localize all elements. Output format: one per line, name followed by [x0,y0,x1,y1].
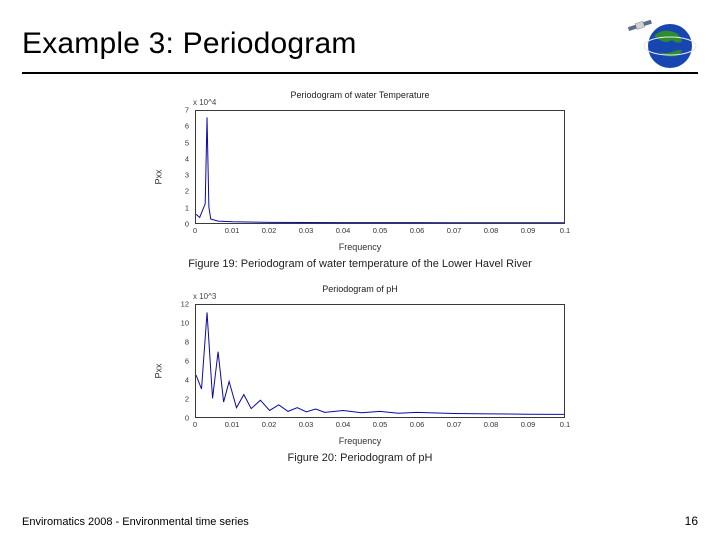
logo-earth-satellite [626,18,698,70]
chart1-yticks: 01234567 [145,110,193,224]
slide: Example 3: Periodogram Periodogram of wa… [0,0,720,540]
chart2-xlabel: Frequency [145,436,575,446]
chart2-caption: Figure 20: Periodogram of pH [288,452,433,464]
chart1-title: Periodogram of water Temperature [291,90,430,100]
chart1-yexp: x 10^4 [193,98,216,107]
chart1-axes [195,110,565,224]
chart2-frame: x 10^3 Pxx 024681012 00.010.020.030.040.… [145,296,575,446]
chart1-line [196,111,564,223]
footer: Enviromatics 2008 - Environmental time s… [22,514,698,528]
chart2-block: Periodogram of pH x 10^3 Pxx 024681012 0… [145,284,575,478]
chart1-xticks: 00.010.020.030.040.050.060.070.080.090.1 [195,226,565,238]
page-number: 16 [685,514,698,528]
title-rule [22,72,698,74]
chart1-frame: x 10^4 Pxx 01234567 00.010.020.030.040.0… [145,102,575,252]
chart2-line [196,305,564,417]
chart1-xlabel: Frequency [145,242,575,252]
title-row: Example 3: Periodogram [22,18,698,70]
chart2-yexp: x 10^3 [193,292,216,301]
chart2-yticks: 024681012 [145,304,193,418]
chart1-block: Periodogram of water Temperature x 10^4 … [145,90,575,284]
chart1-caption: Figure 19: Periodogram of water temperat… [188,258,532,270]
chart2-xticks: 00.010.020.030.040.050.060.070.080.090.1 [195,420,565,432]
chart2-title: Periodogram of pH [322,284,398,294]
chart2-axes [195,304,565,418]
footer-text: Enviromatics 2008 - Environmental time s… [22,516,249,528]
charts-area: Periodogram of water Temperature x 10^4 … [0,90,720,500]
page-title: Example 3: Periodogram [22,27,357,61]
